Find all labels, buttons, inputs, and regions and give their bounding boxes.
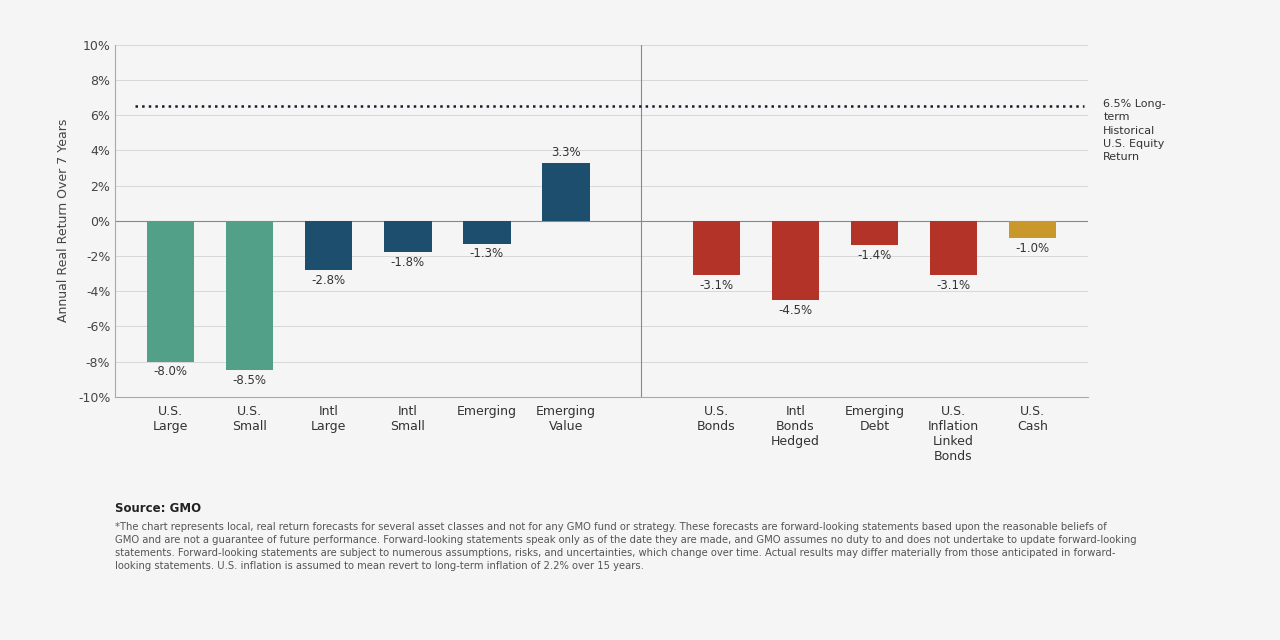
Text: -1.3%: -1.3%	[470, 247, 504, 260]
Text: -3.1%: -3.1%	[937, 279, 970, 292]
Text: 6.5% Long-
term
Historical
U.S. Equity
Return: 6.5% Long- term Historical U.S. Equity R…	[1103, 99, 1166, 162]
Text: 3.3%: 3.3%	[552, 146, 581, 159]
Text: -1.4%: -1.4%	[858, 249, 892, 262]
Bar	[384, 221, 431, 252]
Text: -1.0%: -1.0%	[1015, 242, 1050, 255]
Text: -3.1%: -3.1%	[699, 279, 733, 292]
Text: -8.5%: -8.5%	[233, 374, 266, 387]
Text: -8.0%: -8.0%	[154, 365, 188, 378]
Text: -2.8%: -2.8%	[311, 273, 346, 287]
Y-axis label: Annual Real Return Over 7 Years: Annual Real Return Over 7 Years	[56, 119, 69, 323]
Bar	[929, 221, 977, 275]
Bar	[147, 221, 195, 362]
Bar	[692, 221, 740, 275]
Bar	[227, 221, 274, 371]
Bar	[851, 221, 899, 245]
Text: -4.5%: -4.5%	[778, 303, 813, 317]
Bar	[463, 221, 511, 244]
Text: Source: GMO: Source: GMO	[115, 502, 201, 515]
Bar	[543, 163, 590, 221]
Text: *The chart represents local, real return forecasts for several asset classes and: *The chart represents local, real return…	[115, 522, 1137, 571]
Bar	[1009, 221, 1056, 238]
Bar	[772, 221, 819, 300]
Text: -1.8%: -1.8%	[390, 256, 425, 269]
Bar	[305, 221, 352, 270]
